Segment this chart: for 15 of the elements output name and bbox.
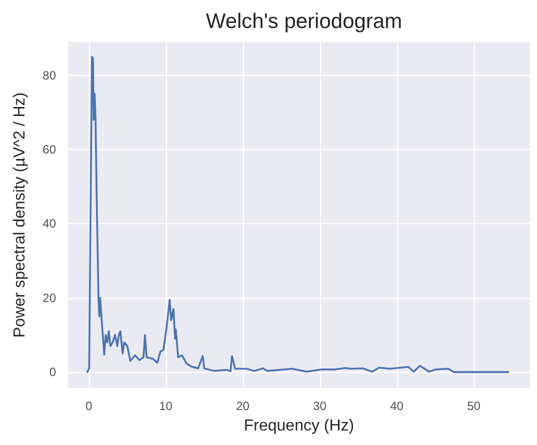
- y-tick-label: 0: [49, 365, 56, 380]
- y-axis-title: Power spectral density (µV^2 / Hz): [12, 92, 28, 338]
- y-tick-label: 20: [42, 290, 56, 305]
- x-tick-label: 10: [159, 399, 173, 413]
- x-tick-label: 0: [85, 399, 92, 413]
- y-tick-label: 40: [42, 216, 56, 231]
- y-tick-label: 80: [42, 68, 56, 82]
- x-tick-label: 50: [467, 399, 481, 413]
- y-tick-label: 60: [42, 142, 56, 157]
- x-tick-label: 40: [390, 399, 404, 413]
- x-tick-label: 20: [236, 399, 250, 413]
- line-series: [86, 56, 510, 373]
- x-axis-title: Frequency (Hz): [244, 418, 354, 434]
- chart-title: Welch's periodogram: [206, 10, 402, 33]
- x-tick-label: 30: [313, 399, 327, 413]
